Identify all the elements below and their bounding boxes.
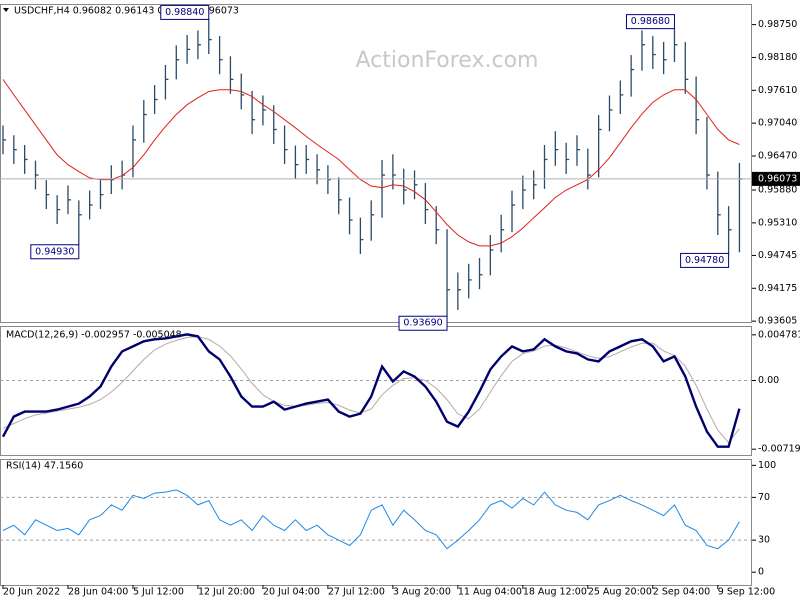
y-tick-label: 0.93605	[758, 316, 797, 327]
price-title: USDCHF,H4 0.96082 0.96143 0.95986 0.9607…	[14, 6, 239, 17]
x-tick-label: 11 Aug 04:00	[458, 587, 522, 598]
y-tick-label: 0.00	[758, 375, 779, 386]
macd-line	[1, 333, 741, 448]
y-tick-label: 0.95880	[758, 185, 797, 196]
x-tick-label: 20 Jul 04:00	[263, 587, 320, 598]
annotation-label: 0.98680	[631, 16, 670, 27]
x-tick-label: 25 Aug 20:00	[588, 587, 652, 598]
y-tick-label: 0.98750	[758, 19, 797, 30]
rsi-title: RSI(14) 47.1560	[6, 461, 83, 472]
y-tick-label: 0.004781	[758, 329, 800, 340]
x-tick-label: 20 Jun 2022	[3, 587, 60, 598]
x-tick-label: 5 Jul 12:00	[133, 587, 184, 598]
x-tick-label: 9 Sep 12:00	[718, 587, 775, 598]
signal-line	[2, 336, 740, 444]
x-tick-label: 12 Jul 20:00	[198, 587, 255, 598]
moving-average	[2, 79, 740, 247]
watermark: ActionForex.com	[356, 48, 539, 73]
x-tick-label: 28 Jun 04:00	[68, 587, 128, 598]
y-tick-label: 100	[758, 460, 776, 471]
annotation-box	[160, 4, 210, 20]
annotation-label: 0.98840	[165, 7, 204, 18]
annotation-label: 0.94930	[35, 246, 74, 257]
last-price-label: 0.96073	[758, 173, 797, 184]
y-tick-label: 0.94175	[758, 283, 797, 294]
x-tick-label: 3 Aug 20:00	[393, 587, 451, 598]
y-tick-label: 0.97040	[758, 118, 797, 129]
rsi-panel-frame	[0, 459, 752, 586]
collapse-icon	[3, 8, 9, 12]
price-panel-frame	[0, 4, 752, 323]
y-tick-label: 0.97610	[758, 85, 797, 96]
annotation-label: 0.94780	[685, 255, 724, 266]
y-tick-label: 0.96470	[758, 151, 797, 162]
x-tick-label: 18 Aug 12:00	[523, 587, 587, 598]
y-tick-label: 70	[758, 492, 770, 503]
y-tick-label: 0.95310	[758, 217, 797, 228]
x-tick-label: 2 Sep 04:00	[653, 587, 710, 598]
annotation-box	[680, 252, 730, 268]
y-tick-label: 0.98180	[758, 52, 797, 63]
y-tick-label: 0.94745	[758, 250, 797, 261]
y-tick-label: 30	[758, 535, 770, 546]
last-price-box	[752, 171, 800, 186]
rsi-line	[2, 489, 740, 550]
annotation-box	[398, 315, 448, 331]
annotation-box	[625, 14, 675, 30]
annotation-box	[30, 244, 80, 260]
x-tick-label: 27 Jul 12:00	[328, 587, 385, 598]
macd-title: MACD(12,26,9) -0.002957 -0.005048	[6, 330, 182, 341]
annotation-label: 0.93690	[403, 318, 442, 329]
macd-panel-frame	[0, 326, 752, 456]
y-tick-label: 0	[758, 567, 764, 578]
